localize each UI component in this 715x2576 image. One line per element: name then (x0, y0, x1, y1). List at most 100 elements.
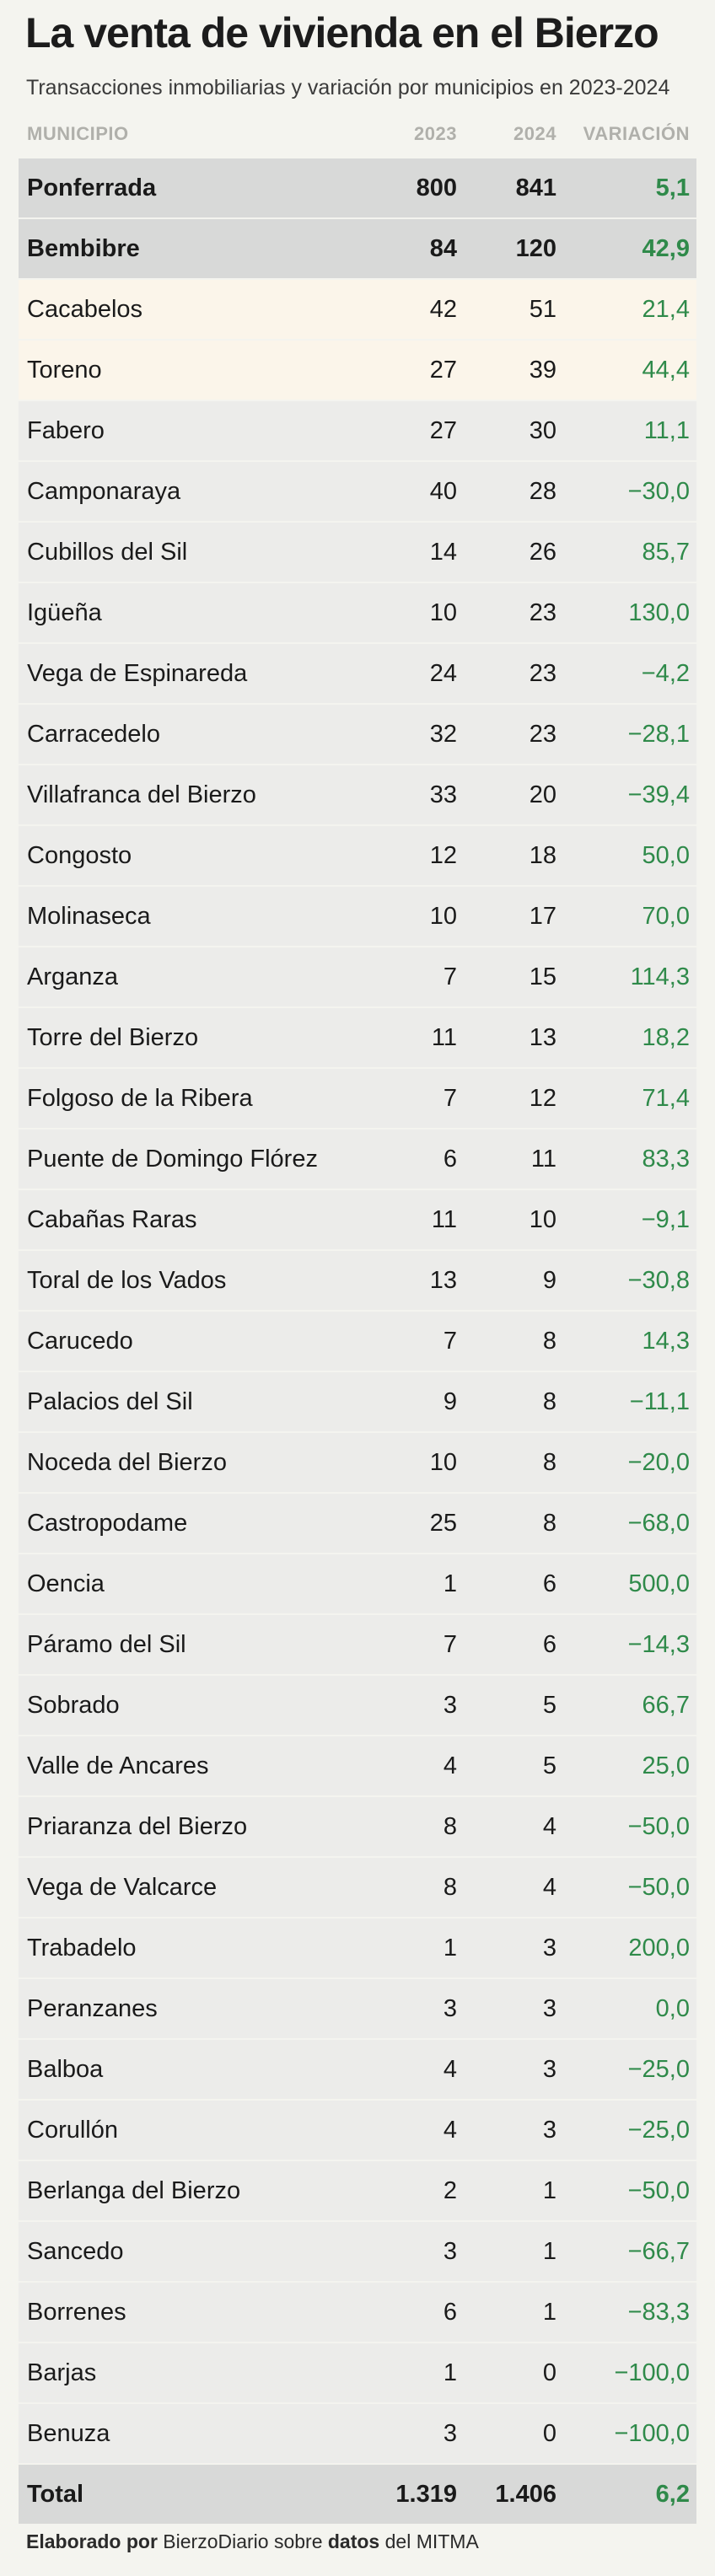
footer-source: del MITMA (379, 2530, 479, 2552)
cell-2023: 3 (443, 1692, 457, 1719)
cell-variacion: −11,1 (629, 1388, 690, 1415)
cell-2024: 3 (542, 1995, 556, 2022)
cell-2023: 10 (429, 903, 457, 930)
cell-2024: 26 (529, 539, 556, 566)
cell-municipio: Trabadelo (27, 1935, 137, 1962)
table-row: Villafranca del Bierzo 33 20 −39,4 (19, 765, 696, 824)
table-row: Fabero 27 30 11,1 (19, 401, 696, 460)
cell-2023: 10 (429, 599, 457, 626)
table-row: Cacabelos 42 51 21,4 (19, 280, 696, 339)
footer-prefix: Elaborado por (26, 2530, 158, 2552)
cell-2024: 1.406 (495, 2481, 556, 2508)
cell-2023: 1 (443, 2359, 457, 2386)
table-row: Bembibre 84 120 42,9 (19, 219, 696, 278)
footer-credit: Elaborado por BierzoDiario sobre datos d… (26, 2530, 479, 2553)
table-row: Barjas 1 0 −100,0 (19, 2343, 696, 2402)
cell-variacion: −100,0 (614, 2359, 690, 2386)
cell-municipio: Folgoso de la Ribera (27, 1085, 253, 1112)
chart-title: La venta de vivienda en el Bierzo (25, 9, 659, 56)
cell-2024: 18 (529, 842, 556, 869)
table-row: Carucedo 7 8 14,3 (19, 1312, 696, 1371)
cell-2024: 30 (529, 417, 556, 444)
chart-subtitle: Transacciones inmobiliarias y variación … (26, 76, 670, 99)
cell-2024: 8 (542, 1449, 556, 1476)
cell-2024: 28 (529, 478, 556, 505)
cell-municipio: Bembibre (27, 235, 140, 262)
cell-2023: 6 (443, 1146, 457, 1173)
cell-municipio: Cabañas Raras (27, 1206, 197, 1233)
cell-municipio: Igüeña (27, 599, 102, 626)
cell-2024: 23 (529, 721, 556, 748)
cell-variacion: −9,1 (641, 1206, 690, 1233)
cell-2024: 5 (542, 1752, 556, 1779)
cell-municipio: Borrenes (27, 2299, 126, 2326)
cell-municipio: Sancedo (27, 2238, 124, 2265)
cell-municipio: Villafranca del Bierzo (27, 781, 256, 808)
cell-2024: 3 (542, 2117, 556, 2144)
cell-2023: 11 (431, 1206, 457, 1233)
cell-variacion: −50,0 (627, 1813, 690, 1840)
cell-municipio: Páramo del Sil (27, 1631, 186, 1658)
cell-variacion: −50,0 (627, 2177, 690, 2204)
cell-2024: 1 (542, 2238, 556, 2265)
cell-2023: 13 (429, 1267, 457, 1294)
total-row: Total 1.319 1.406 6,2 (19, 2465, 696, 2524)
cell-2023: 7 (443, 1328, 457, 1355)
cell-variacion: 44,4 (642, 357, 690, 384)
table-row: Peranzanes 3 3 0,0 (19, 1979, 696, 2038)
table-row: Noceda del Bierzo 10 8 −20,0 (19, 1433, 696, 1492)
cell-municipio: Barjas (27, 2359, 97, 2386)
cell-2023: 84 (429, 235, 457, 262)
cell-variacion: 114,3 (630, 963, 690, 990)
cell-variacion: −68,0 (627, 1510, 690, 1537)
cell-2024: 23 (529, 660, 556, 687)
cell-municipio: Oencia (27, 1570, 105, 1597)
cell-variacion: −30,8 (627, 1267, 690, 1294)
cell-2023: 8 (443, 1813, 457, 1840)
table-row: Sancedo 3 1 −66,7 (19, 2222, 696, 2281)
table-row: Molinaseca 10 17 70,0 (19, 887, 696, 946)
cell-municipio: Carracedelo (27, 721, 160, 748)
cell-variacion: 21,4 (642, 296, 690, 323)
cell-variacion: −25,0 (627, 2117, 690, 2144)
cell-municipio: Molinaseca (27, 903, 151, 930)
cell-2024: 10 (529, 1206, 556, 1233)
cell-2023: 7 (443, 1085, 457, 1112)
cell-2024: 0 (542, 2420, 556, 2447)
cell-2023: 27 (429, 417, 457, 444)
cell-2024: 8 (542, 1510, 556, 1537)
cell-2024: 4 (542, 1874, 556, 1901)
table-row: Borrenes 6 1 −83,3 (19, 2283, 696, 2342)
cell-variacion: 42,9 (642, 235, 690, 262)
cell-2023: 3 (443, 2420, 457, 2447)
cell-variacion: 71,4 (642, 1085, 690, 1112)
cell-2024: 5 (542, 1692, 556, 1719)
cell-municipio: Torre del Bierzo (27, 1024, 199, 1051)
cell-municipio: Congosto (27, 842, 132, 869)
cell-2024: 1 (542, 2177, 556, 2204)
table-row: Cabañas Raras 11 10 −9,1 (19, 1190, 696, 1249)
table-row: Puente de Domingo Flórez 6 11 83,3 (19, 1130, 696, 1189)
cell-municipio: Cacabelos (27, 296, 143, 323)
cell-2023: 9 (443, 1388, 457, 1415)
cell-municipio: Vega de Espinareda (27, 660, 248, 687)
cell-2024: 0 (542, 2359, 556, 2386)
cell-variacion: −83,3 (627, 2299, 690, 2326)
cell-variacion: 0,0 (655, 1995, 690, 2022)
cell-municipio: Benuza (27, 2420, 110, 2447)
cell-variacion: 70,0 (642, 903, 690, 930)
cell-2023: 27 (429, 357, 457, 384)
cell-2024: 23 (529, 599, 556, 626)
table-row: Balboa 4 3 −25,0 (19, 2040, 696, 2099)
table-row: Folgoso de la Ribera 7 12 71,4 (19, 1069, 696, 1128)
cell-municipio: Berlanga del Bierzo (27, 2177, 241, 2204)
cell-variacion: −4,2 (641, 660, 690, 687)
cell-2024: 3 (542, 2056, 556, 2083)
cell-2024: 9 (542, 1267, 556, 1294)
table-row: Torre del Bierzo 11 13 18,2 (19, 1008, 696, 1067)
cell-2024: 8 (542, 1388, 556, 1415)
table-row: Palacios del Sil 9 8 −11,1 (19, 1372, 696, 1431)
cell-2024: 15 (529, 963, 556, 990)
cell-variacion: −100,0 (614, 2420, 690, 2447)
